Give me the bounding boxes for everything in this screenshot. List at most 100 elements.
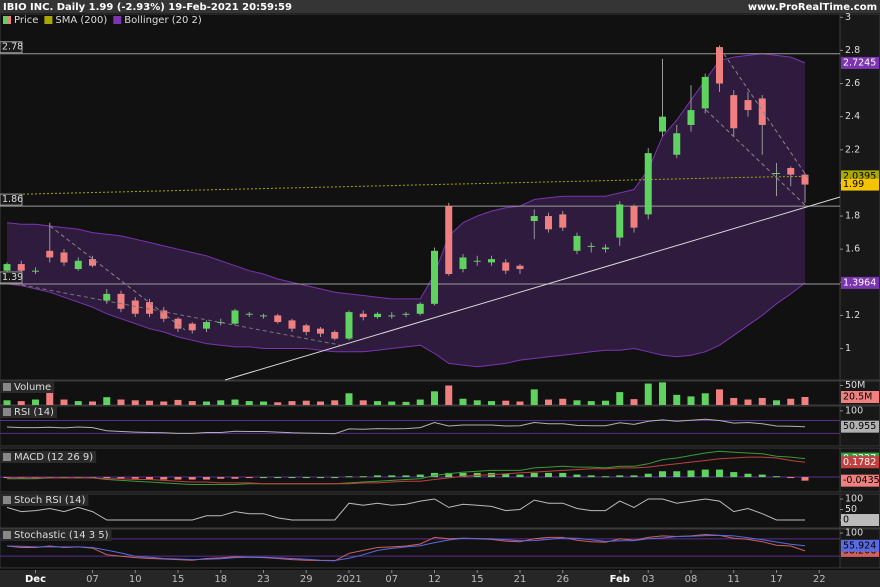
header-bar: [0, 0, 880, 13]
x-tick-label: 22: [813, 574, 826, 585]
macd-histogram-bar: [573, 474, 581, 478]
volume-bar: [516, 401, 524, 405]
candle-body: [217, 322, 225, 324]
volume-bar: [60, 399, 68, 405]
value-tag: [841, 420, 879, 433]
x-tick-label: Feb: [610, 574, 630, 585]
candle-body: [46, 250, 54, 258]
hline-label-background: [0, 271, 23, 284]
macd-histogram-bar: [131, 477, 139, 479]
macd-histogram-bar: [801, 477, 809, 481]
panel-title-background: [1, 529, 112, 541]
panel-icon: [3, 496, 11, 504]
candle-body: [701, 76, 709, 109]
macd-histogram-bar: [402, 475, 410, 478]
x-axis-bar: [0, 570, 880, 587]
indicator-line: [6, 533, 806, 562]
panel-icon: [3, 531, 11, 539]
volume-bar: [801, 397, 809, 405]
x-axis: Dec 07 10 15 18 23 29 2021 07 12 15 21 26 Feb 03 08 11 17…: [25, 570, 826, 585]
candle-body: [559, 214, 567, 228]
volume-bar: [687, 396, 695, 405]
panel-background: [0, 447, 841, 493]
candle-body: [758, 98, 766, 125]
y-tick-label: 1.2: [845, 310, 860, 321]
macd-histogram-bar: [302, 477, 310, 479]
volume-bar: [431, 391, 438, 405]
macd-histogram-bar: [644, 473, 652, 478]
indicator-line: [6, 418, 806, 435]
x-tick-label: 23: [257, 574, 270, 585]
candle-body: [502, 262, 510, 271]
sma-line: [6, 175, 806, 195]
panel-background: [0, 493, 841, 529]
candle-body: [245, 313, 253, 315]
macd-histogram-bar: [545, 472, 552, 478]
candle-body: [331, 331, 339, 339]
panel-icon: [3, 453, 11, 461]
panel-title: Stochastic (14 3 5): [14, 530, 109, 541]
value-tag-label: 20.5M: [843, 392, 872, 403]
legend-label: Bollinger (20 2): [124, 15, 202, 26]
candle-body: [302, 325, 310, 332]
x-tick-label: 26: [556, 574, 569, 585]
value-tag-label: 0: [843, 515, 849, 526]
hline-label: 1.86: [2, 194, 23, 205]
volume-bar: [773, 400, 780, 405]
volume-bar: [758, 397, 766, 405]
x-tick-label: 18: [214, 574, 227, 585]
volume-bar: [3, 400, 11, 405]
macd-histogram-bar: [530, 472, 538, 478]
volume-bar: [459, 398, 467, 405]
macd-histogram-bar: [758, 474, 766, 478]
volume-bar: [260, 401, 267, 405]
macd-histogram-bar: [445, 472, 453, 478]
panel-background: [0, 13, 841, 381]
value-tag-label: 1.99: [843, 179, 864, 190]
y-tick-label: 100: [845, 528, 863, 539]
value-tag: [841, 178, 879, 191]
candle-body: [160, 310, 168, 319]
legend-icon: [3, 16, 7, 24]
macd-histogram-bar: [673, 471, 681, 478]
candle-body: [32, 270, 39, 272]
macd-histogram-bar: [559, 472, 567, 478]
value-tag-label: 2.0395: [843, 171, 876, 182]
y-tick-label: 2.6: [845, 78, 860, 89]
candle-body: [716, 47, 723, 84]
candle-body: [644, 153, 652, 215]
hline-label: 2.78: [2, 42, 23, 53]
x-tick-label: Dec: [25, 574, 46, 585]
candle-body: [431, 250, 438, 304]
volume-bar: [146, 400, 153, 405]
dashed-line: [705, 109, 806, 206]
candle-body: [530, 216, 538, 222]
volume-bar: [345, 393, 353, 405]
bollinger-lower: [6, 282, 806, 368]
candle-body: [459, 257, 467, 270]
macd-histogram-bar: [231, 477, 239, 479]
macd-histogram-bar: [716, 469, 723, 478]
candle-body: [103, 293, 111, 301]
dashed-line: [719, 47, 809, 179]
candle-body: [801, 174, 809, 185]
volume-bar: [274, 402, 282, 405]
volume-bar: [730, 397, 738, 405]
macd-histogram-bar: [787, 477, 795, 479]
candle-body: [288, 320, 296, 329]
candle-body: [616, 204, 624, 238]
volume-bar: [117, 399, 125, 405]
y-tick-label: 100: [845, 494, 863, 505]
volume-bar: [32, 399, 39, 405]
macd-histogram-bar: [773, 476, 780, 478]
volume-bar: [587, 401, 595, 405]
value-tag: [841, 276, 879, 289]
macd-histogram-bar: [345, 476, 353, 478]
value-tag-label: 50.955: [843, 421, 876, 432]
y-tick-label: 2.4: [845, 111, 860, 122]
volume-bar: [744, 399, 752, 405]
volume-bar: [502, 400, 510, 405]
macd-histogram-bar: [602, 476, 609, 478]
macd-histogram-bar: [616, 475, 624, 478]
candle-body: [659, 116, 666, 132]
